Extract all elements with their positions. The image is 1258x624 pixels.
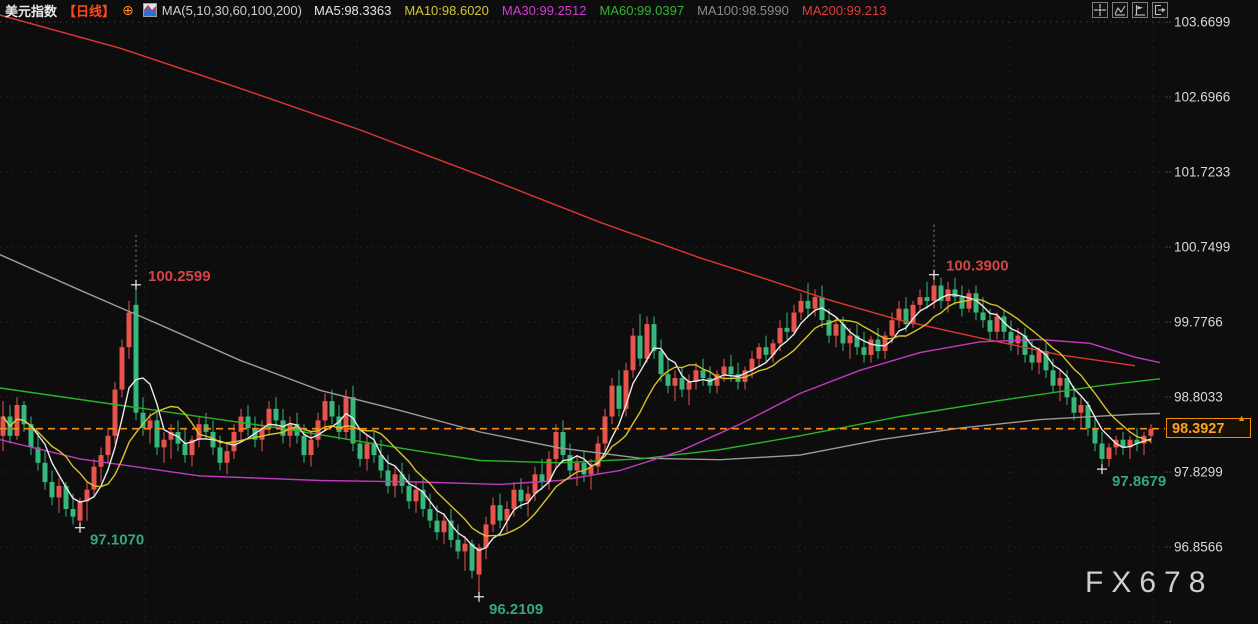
y-axis-label: 102.6966 <box>1174 90 1230 105</box>
price-annotation: 100.3900 <box>929 222 1009 280</box>
ma200-line <box>0 14 1136 367</box>
ma10-line <box>2 298 1152 537</box>
annotation-text: 100.3900 <box>946 258 1009 275</box>
current-price-value: 98.3927 <box>1172 421 1225 437</box>
price-annotation: 97.8679 <box>1097 464 1166 490</box>
add-indicator-icon[interactable]: ⊕ <box>122 1 134 18</box>
ma-legend-item: MA30:99.2512 <box>501 2 587 18</box>
ma-group-label: MA(5,10,30,60,100,200) <box>161 2 302 18</box>
price-annotation: 96.2109 <box>474 591 543 618</box>
ma-legend-item: MA5:98.3363 <box>313 2 392 18</box>
ma100-line <box>0 254 1161 461</box>
chart-toolbar <box>1092 2 1168 18</box>
current-price-label: 98.3927 ▲ <box>1166 413 1251 438</box>
chart-style-icon[interactable] <box>1112 2 1128 18</box>
ma-legend: MA5:98.3363 MA10:98.6020 MA30:99.2512 MA60:… <box>314 3 899 18</box>
watermark: FX678 <box>1085 566 1214 599</box>
ma30-line <box>0 338 1161 486</box>
chart-header: 美元指数 【日线】 ⊕ MA(5,10,30,60,100,200) MA5:9… <box>5 1 899 19</box>
y-axis-label: 103.6699 <box>1174 15 1230 30</box>
indicator-panel-icon[interactable] <box>142 3 157 17</box>
timeframe-label[interactable]: 【日线】 <box>63 3 116 19</box>
y-axis-label: 99.7766 <box>1174 315 1223 330</box>
y-axis-label: 98.8033 <box>1174 390 1223 405</box>
annotation-text: 97.8679 <box>1112 473 1166 490</box>
ma-legend-item: MA200:99.213 <box>801 2 887 18</box>
ma5-line <box>2 294 1152 552</box>
ma-legend-item: MA100:98.5990 <box>697 2 789 18</box>
y-axis-label: 101.7233 <box>1174 165 1230 180</box>
price-annotation: 100.2599 <box>131 232 211 290</box>
annotation-text: 96.2109 <box>489 601 543 618</box>
symbol-title: 美元指数 <box>5 3 58 19</box>
ma-legend-item: MA10:98.6020 <box>404 2 489 18</box>
drawing-tool-icon[interactable] <box>1132 2 1148 18</box>
exit-view-icon[interactable] <box>1152 2 1168 18</box>
y-axis-label: 97.8299 <box>1174 465 1223 480</box>
y-axis-label: 96.8566 <box>1174 540 1223 555</box>
annotation-text: 97.1070 <box>90 532 144 549</box>
y-axis-label: 100.7499 <box>1174 240 1230 255</box>
crosshair-tool-icon[interactable] <box>1092 2 1108 18</box>
annotation-text: 100.2599 <box>148 268 211 285</box>
candlestick-series <box>0 274 1154 597</box>
price-annotation: 97.1070 <box>75 522 144 549</box>
ma-legend-item: MA60:99.0397 <box>599 2 685 18</box>
price-up-arrow-icon: ▲ <box>1237 413 1246 423</box>
